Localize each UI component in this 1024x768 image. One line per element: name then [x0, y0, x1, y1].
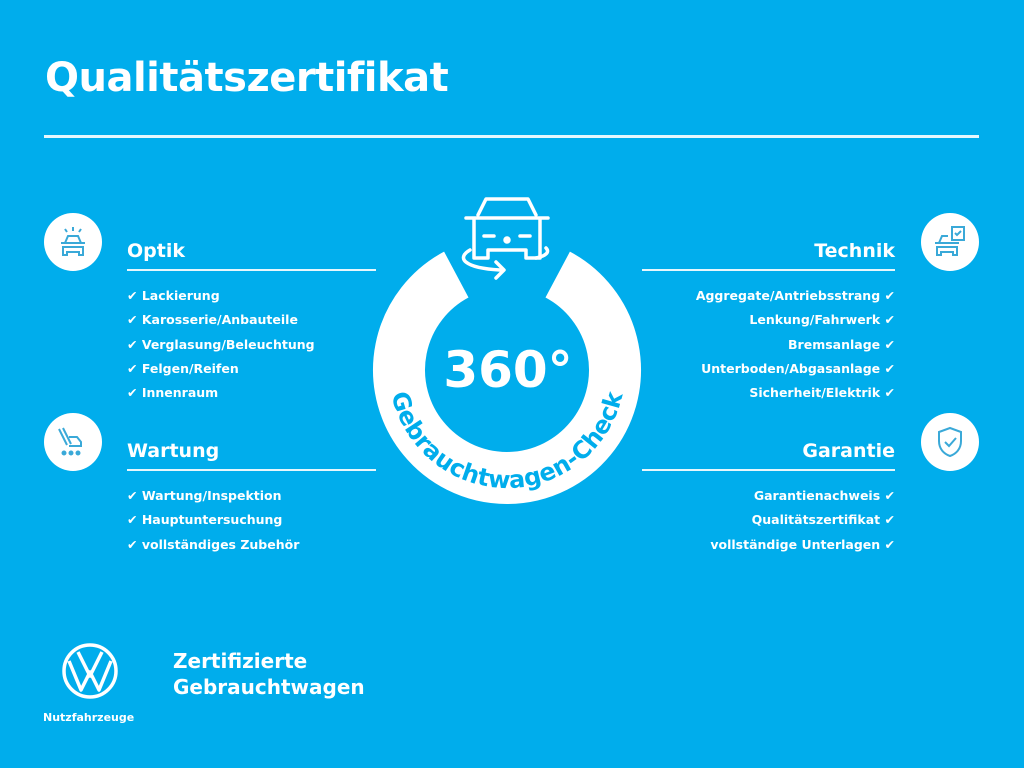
list-item: Unterboden/Abgasanlage ✔: [701, 360, 895, 376]
big-360: 360°: [443, 341, 572, 399]
list-item: ✔ Innenraum: [127, 385, 219, 401]
section-title-optik: Optik: [127, 240, 185, 262]
brand-subtitle: Nutzfahrzeuge: [43, 711, 135, 724]
section-title-wartung: Wartung: [127, 440, 220, 462]
list-item: Qualitätszertifikat ✔: [751, 512, 895, 528]
section-divider: [127, 269, 376, 271]
section-divider: [127, 469, 376, 471]
vw-logo: [62, 643, 118, 699]
list-item: vollständige Unterlagen ✔: [710, 536, 895, 552]
list-item: ✔ Karosserie/Anbauteile: [127, 312, 298, 328]
brand-line-1: Zertifizierte: [173, 649, 308, 673]
brand-line-2: Gebrauchtwagen: [173, 675, 365, 699]
car-rotate-icon: [461, 197, 550, 280]
list-item: Bremsanlage ✔: [788, 336, 895, 352]
list-item: Aggregate/Antriebsstrang ✔: [695, 288, 895, 303]
maintenance-icon: [44, 413, 102, 471]
garantie-list: Garantienachweis ✔ Qualitätszertifikat ✔…: [710, 484, 895, 557]
list-item: Garantienachweis ✔: [753, 488, 895, 503]
title-divider: [44, 135, 979, 138]
car-checklist-icon: [921, 213, 979, 271]
car-lights-icon: [44, 213, 102, 271]
list-item: ✔ vollständiges Zubehör: [127, 536, 300, 552]
list-item: Sicherheit/Elektrik ✔: [749, 385, 895, 401]
technik-list: Aggregate/Antriebsstrang ✔ Lenkung/Fahrw…: [696, 284, 895, 405]
list-item: ✔ Lackierung: [127, 288, 220, 303]
section-divider: [642, 269, 895, 271]
wartung-list: ✔ Wartung/Inspektion ✔ Hauptuntersuchung…: [127, 484, 299, 557]
shield-check-icon: [921, 413, 979, 471]
page-title: Qualitätszertifikat: [45, 55, 449, 101]
optik-list: ✔ Lackierung ✔ Karosserie/Anbauteile ✔ V…: [127, 284, 315, 405]
ring: [373, 251, 641, 504]
list-item: Lenkung/Fahrwerk ✔: [749, 312, 895, 328]
list-item: ✔ Hauptuntersuchung: [127, 512, 283, 528]
list-item: ✔ Wartung/Inspektion: [127, 488, 282, 503]
section-title-technik: Technik: [814, 240, 895, 262]
brand-text: Zertifizierte Gebrauchtwagen: [173, 648, 365, 700]
list-item: ✔ Felgen/Reifen: [127, 360, 239, 376]
section-title-garantie: Garantie: [802, 440, 895, 462]
list-item: ✔ Verglasung/Beleuchtung: [127, 336, 315, 352]
section-divider: [642, 469, 895, 471]
